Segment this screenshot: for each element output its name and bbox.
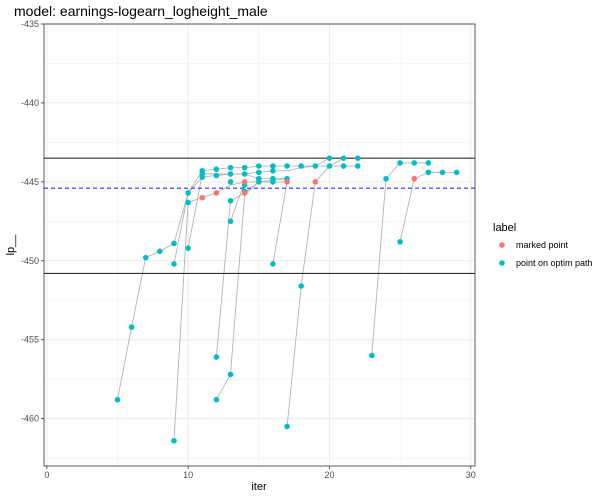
optim-path-point [142,254,149,261]
optim-path-point [270,163,276,169]
optim-path-point [425,160,432,166]
optim-path-point [298,283,304,289]
x-tick-label: 30 [466,470,476,480]
optim-path-point [227,218,234,225]
optim-path-point [383,175,389,182]
optim-path-point [171,240,177,247]
optim-path-point [397,239,403,245]
optim-path-point [270,168,276,174]
x-tick-label: 20 [324,470,334,480]
optim-path-point [354,155,361,161]
y-tick-label: -450 [21,256,39,266]
y-tick-label: -435 [21,19,39,29]
optim-path-point [227,164,234,171]
optim-path-point [270,261,276,267]
optim-path-point [213,396,220,403]
legend: label marked point point on optim path [493,222,593,268]
optim-path-point [312,163,319,169]
optim-path-point [114,396,121,403]
legend-key-marked-point [499,242,505,248]
optim-path-point [227,171,234,177]
y-tick-label: -455 [21,335,39,345]
optim-path-point [227,371,234,378]
legend-items: marked point point on optim path [499,240,593,268]
optim-path-point [284,423,290,430]
y-tick-label: -440 [21,98,39,108]
optim-path-point [185,245,191,251]
x-tick-label: 0 [44,470,49,480]
optim-path-point [397,160,403,166]
optim-path-point [171,261,177,267]
optim-path-point [284,163,290,169]
legend-label: point on optim path [516,258,593,268]
y-tick-label: -460 [21,414,39,424]
optim-path-point [213,166,220,173]
optim-path-point [128,324,135,330]
optim-path-line [173,181,288,441]
legend-title: label [493,222,516,234]
marked-point [284,179,290,185]
optim-path-point [298,163,304,169]
optim-path-point [439,169,446,176]
plot-border [43,23,476,467]
plot-area: -460 -455 -450 -445 -440 -435 0 10 20 30 [21,19,476,480]
optim-path-point [185,199,191,206]
legend-label: marked point [516,240,569,250]
marked-point [241,179,248,185]
optim-path-point [157,248,163,255]
y-tick-label: -445 [21,177,39,187]
legend-key-optim-path-point [499,260,505,266]
x-tick-label: 10 [183,470,193,480]
optim-path-point [255,163,262,169]
optim-path-line [215,181,260,358]
optim-path-point [255,169,262,176]
marked-point [241,190,248,196]
optim-path-point [369,352,375,359]
optim-path-point [340,155,347,161]
optim-path-point [199,171,206,177]
marked-point [411,175,418,182]
optim-path-point [425,169,432,176]
chart-title: model: earnings-logearn_logheight_male [14,3,268,19]
optim-path-line [272,181,288,264]
optim-path-point [411,160,418,166]
optim-path-point [241,171,248,177]
y-axis-title: lp__ [5,234,17,256]
marked-point [213,190,220,196]
optim-path-point [340,163,347,169]
optim-path-point [227,179,234,185]
optim-path-point [185,190,191,196]
optim-path-point [213,354,220,360]
optim-path-point [171,437,177,444]
x-axis-title: iter [251,481,267,493]
optim-path-point [255,179,262,185]
optim-path-point [241,164,248,171]
optim-path-point [354,163,361,169]
optim-path-point [270,179,276,185]
optim-path-point [453,169,460,176]
plot-background [44,24,475,466]
optim-path-point [213,172,220,179]
marked-point [199,194,206,201]
marked-point [312,179,319,185]
optim-path-point [326,155,333,161]
optim-path-point [227,198,234,204]
optim-path-point [326,163,333,169]
